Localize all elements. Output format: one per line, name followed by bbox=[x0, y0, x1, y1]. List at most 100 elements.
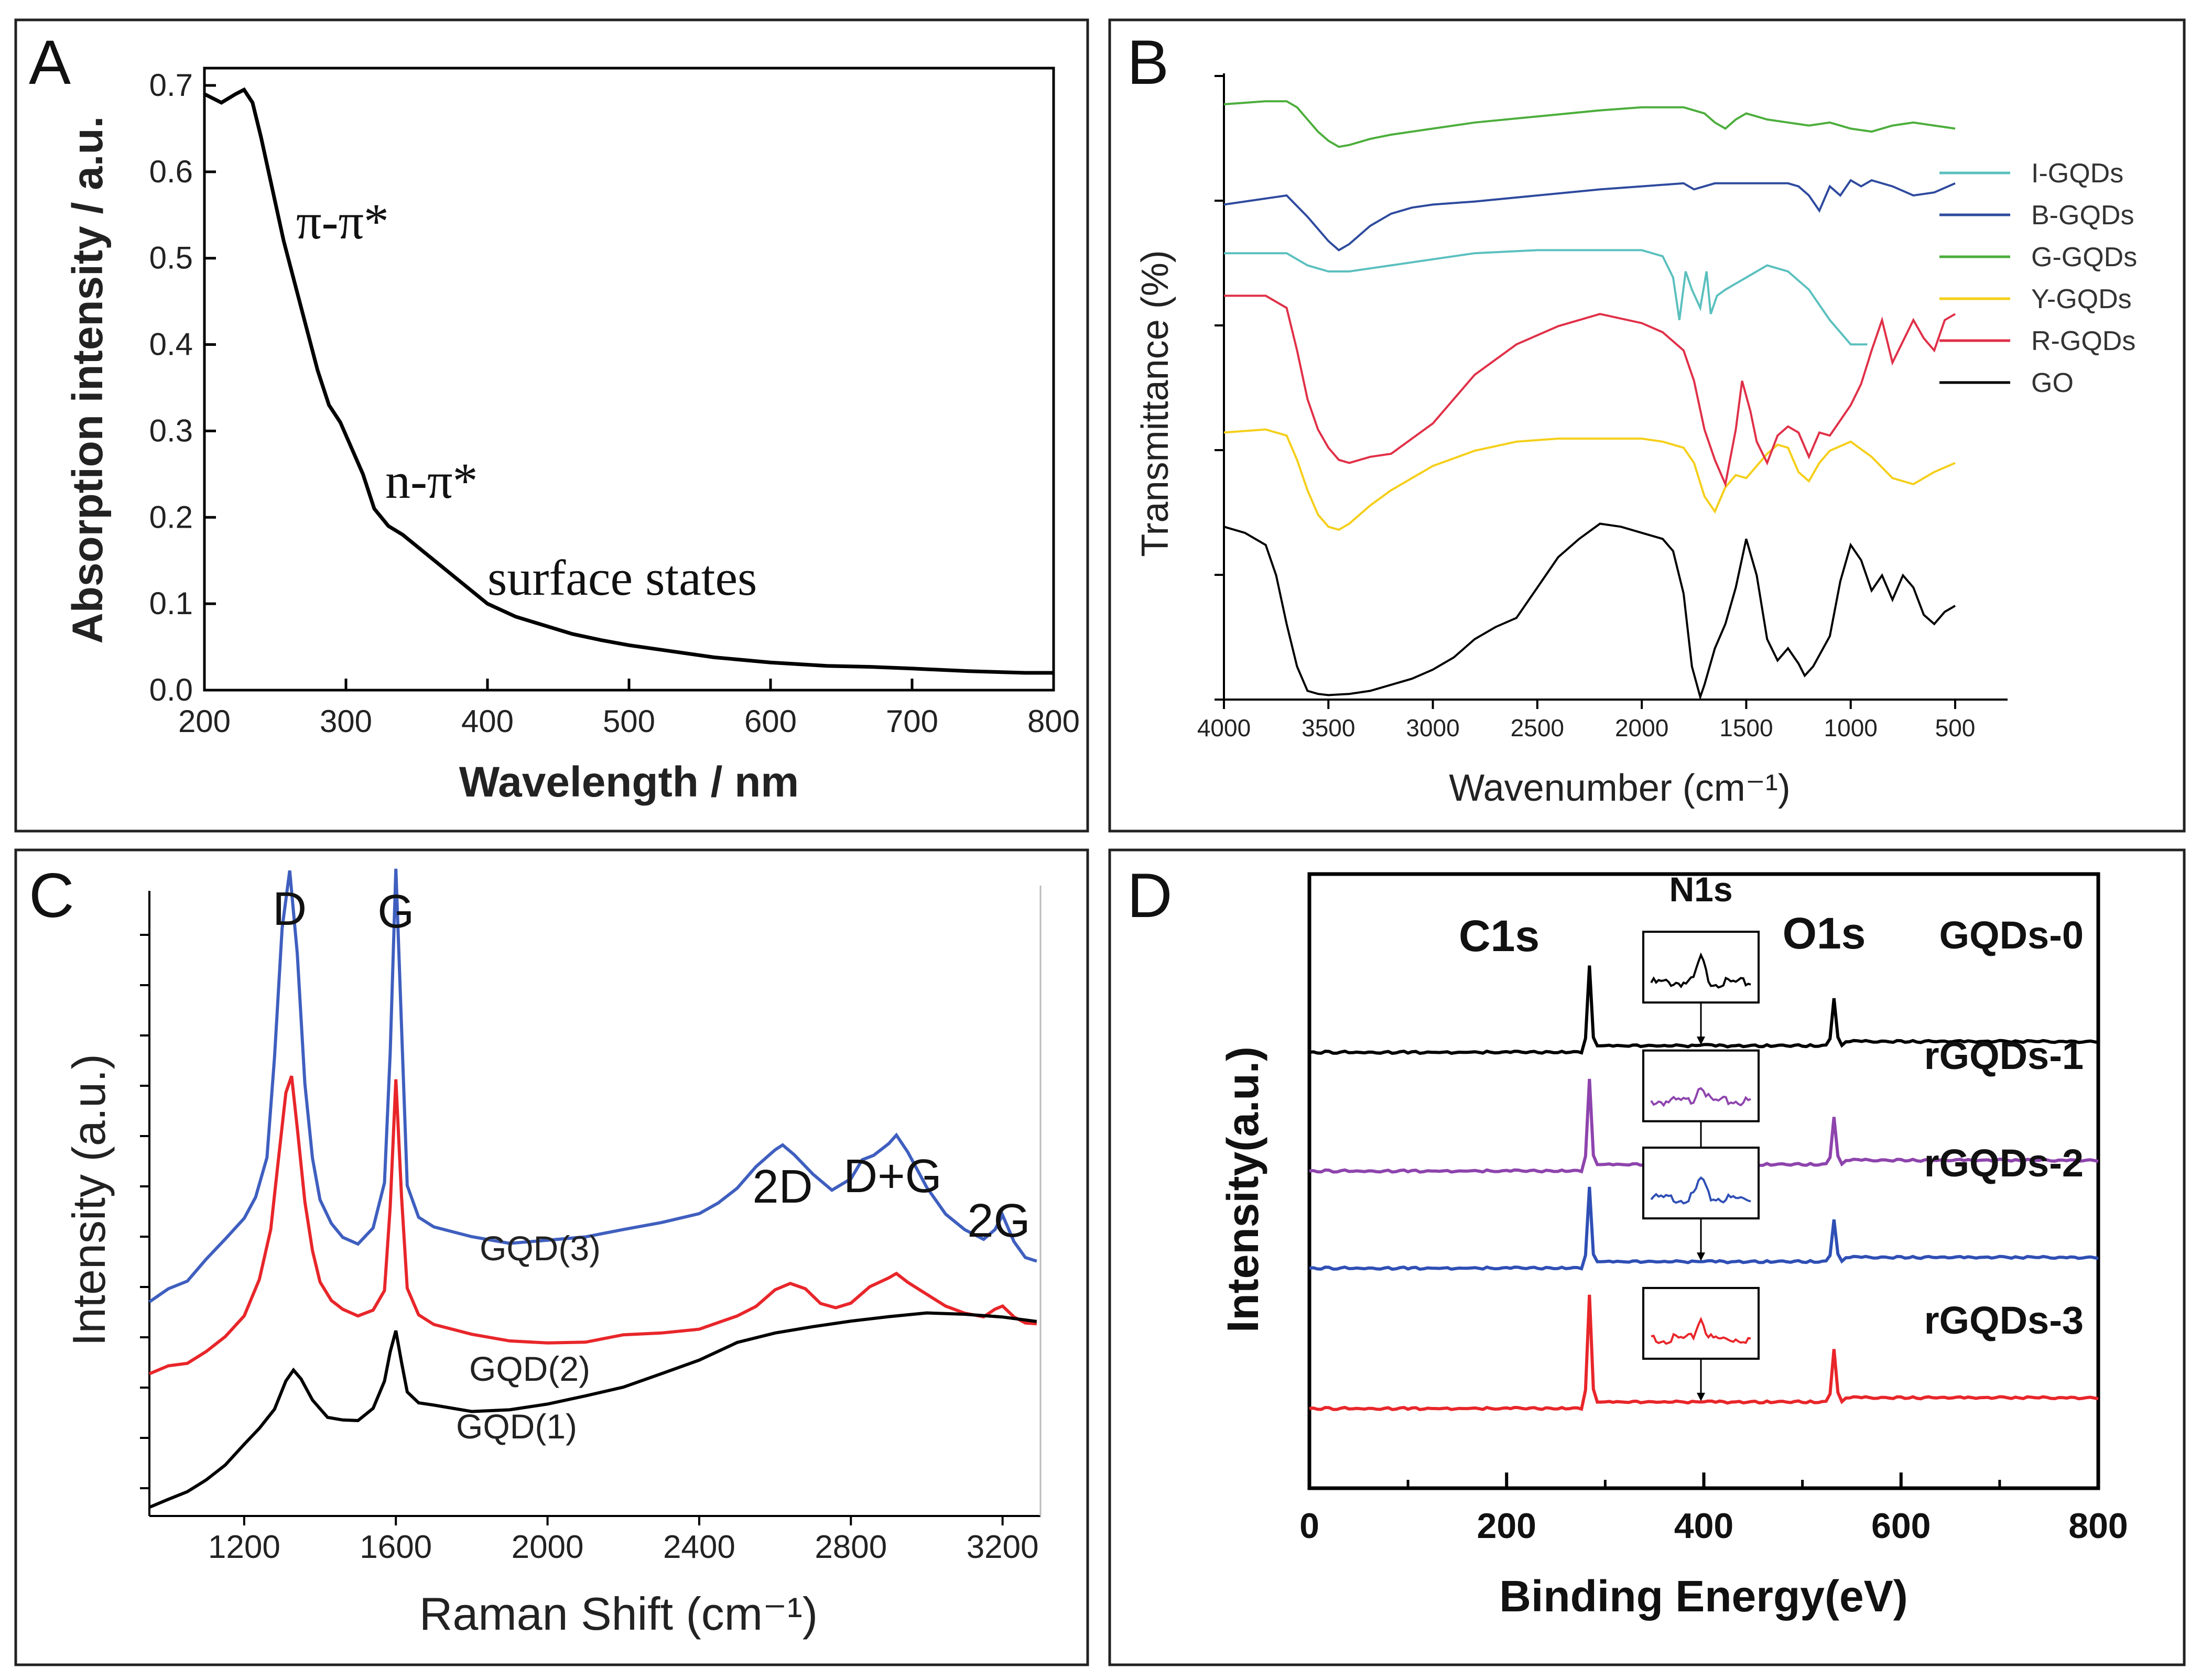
panel-C-peak-labels: D G 2D D+G 2G bbox=[273, 883, 1030, 1247]
panel-D-x-tick-label: 0 bbox=[1299, 1506, 1319, 1546]
panel-B-legend-label-b-gqds: B-GQDs bbox=[2031, 200, 2134, 231]
panel-B-x-tick-label: 2000 bbox=[1615, 714, 1668, 741]
panel-D-inset-trace-gqds-0 bbox=[1650, 952, 1751, 989]
panel-D-inset-box-rgqds-3 bbox=[1642, 1286, 1760, 1360]
panel-D-chart: 0 200 400 600 800 C1s N1s O1s GQDs-0 rGQDs-1… bbox=[1218, 870, 2128, 1621]
panel-B-series-i-gqds bbox=[1224, 249, 1868, 346]
panel-A-ticks: 200 300 400 500 600 700 800 0.0 0.1 0.2 0.3 0.4 0.5 0… bbox=[149, 68, 1080, 739]
panel-D-series-label-rgqds2: rGQDs-2 bbox=[1924, 1141, 2084, 1185]
panel-D-x-axis-label: Binding Energy(eV) bbox=[1499, 1572, 1907, 1621]
panel-C-x-tick-label: 2400 bbox=[663, 1529, 735, 1565]
panel-A-annotation-pi-pi: π-π* bbox=[296, 193, 389, 249]
panel-A-x-tick-label: 300 bbox=[320, 704, 372, 739]
panel-A-y-tick-label: 0.1 bbox=[149, 586, 193, 621]
panel-A-x-tick-label: 500 bbox=[603, 704, 655, 739]
panel-B-series-go bbox=[1223, 522, 1956, 701]
panel-D-x-tick-label: 600 bbox=[1871, 1506, 1931, 1546]
panel-A-y-tick-label: 0.3 bbox=[149, 413, 193, 448]
panel-A-series-line bbox=[203, 87, 1054, 675]
panel-D-x-tick-label: 400 bbox=[1674, 1506, 1733, 1546]
panel-D-peak-label-c1s: C1s bbox=[1459, 911, 1539, 961]
panel-B-series-b-gqds bbox=[1223, 179, 1956, 252]
panel-D-inset-trace-rgqds-2 bbox=[1650, 1176, 1751, 1205]
panel-C-series-lines bbox=[148, 868, 1037, 1509]
panel-A-frame bbox=[14, 18, 1089, 833]
panel-A-annotation-surface: surface states bbox=[487, 550, 757, 606]
panel-label-C: C bbox=[29, 860, 74, 931]
panel-B-x-tick-label: 3500 bbox=[1302, 714, 1355, 741]
panel-D-series-label-rgqds1: rGQDs-1 bbox=[1924, 1034, 2084, 1077]
panel-B-x-tick-label: 1500 bbox=[1719, 714, 1773, 741]
panel-C-peak-label-2g: 2G bbox=[967, 1195, 1030, 1247]
panel-C-ticks: 1200 1600 2000 2400 2800 3200 bbox=[140, 934, 1039, 1565]
panel-label-D: D bbox=[1127, 860, 1173, 931]
panel-B-series-r-gqds bbox=[1224, 294, 1956, 488]
panel-C-y-axis-label: Intensity (a.u.) bbox=[63, 1054, 115, 1346]
panel-C-x-axis-label: Raman Shift (cm⁻¹) bbox=[419, 1588, 818, 1640]
panel-B-legend-label-y-gqds: Y-GQDs bbox=[2031, 284, 2132, 314]
panel-D-inset-arrowhead-gqds-0 bbox=[1697, 1037, 1705, 1045]
panel-B-x-tick-label: 1000 bbox=[1824, 714, 1878, 741]
panel-D-peak-label-n1s: N1s bbox=[1669, 870, 1732, 909]
panel-C-x-tick-label: 3200 bbox=[967, 1529, 1039, 1565]
panel-C-peak-label-d-g: D+G bbox=[843, 1150, 942, 1203]
panel-A-chart: 200 300 400 500 600 700 800 0.0 0.1 0.2 0.3 0.4 0.5 0… bbox=[64, 67, 1080, 806]
panel-label-A: A bbox=[29, 27, 71, 97]
panel-D-series-label-gqds0: GQDs-0 bbox=[1939, 913, 2084, 957]
panel-C-series-label-gqd3: GQD(3) bbox=[480, 1229, 601, 1268]
panel-A-y-tick-label: 0.0 bbox=[149, 672, 193, 707]
panel-C-x-tick-label: 2800 bbox=[815, 1529, 887, 1565]
panel-B-legend-label-r-gqds: R-GQDs bbox=[2031, 326, 2135, 356]
panel-A-x-axis-label: Wavelength / nm bbox=[459, 758, 799, 806]
panel-A-x-tick-label: 800 bbox=[1027, 704, 1080, 739]
panel-D-inset-arrowhead-rgqds-2 bbox=[1697, 1252, 1705, 1261]
panel-C-x-tick-label: 1200 bbox=[208, 1529, 280, 1565]
panel-B-series-y-gqds bbox=[1223, 428, 1956, 531]
panel-B-y-axis-label: Transmittance (%) bbox=[1134, 250, 1176, 557]
panel-C-peak-label-g: G bbox=[377, 886, 414, 938]
panel-C-x-tick-label: 1600 bbox=[360, 1529, 432, 1565]
panel-D-x-tick-label: 800 bbox=[2068, 1506, 2128, 1546]
panel-C-series-gqd-3 bbox=[148, 868, 1037, 1303]
panel-B-series-lines bbox=[1223, 100, 1956, 701]
panel-D-y-axis-label: Intensity(a.u.) bbox=[1218, 1046, 1267, 1333]
panel-D-inset-box-rgqds-2 bbox=[1642, 1147, 1760, 1220]
panel-B-x-tick-label: 4000 bbox=[1197, 714, 1251, 741]
panel-D-n1s-insets bbox=[1642, 931, 1760, 1401]
panel-B-x-tick-label: 3000 bbox=[1406, 714, 1459, 741]
panel-B-legend-label-g-gqds: G-GQDs bbox=[2031, 242, 2137, 272]
panel-A-y-tick-label: 0.7 bbox=[149, 68, 193, 103]
panel-C-peak-label-d: D bbox=[273, 883, 307, 935]
panel-A-x-tick-label: 700 bbox=[886, 704, 938, 739]
panel-D-series-rgqds-2 bbox=[1309, 1186, 2099, 1271]
panel-A-y-tick-label: 0.5 bbox=[149, 241, 193, 276]
panel-B-x-tick-label: 2500 bbox=[1511, 714, 1564, 741]
panel-D-inset-arrowhead-rgqds-3 bbox=[1697, 1392, 1705, 1401]
panel-C-peak-label-2d: 2D bbox=[753, 1161, 813, 1213]
panel-B-chart: 4000 3500 3000 2500 2000 1500 1000 500 I-GQDs B-… bbox=[1134, 73, 2137, 809]
panel-C-series-gqd-2 bbox=[148, 1075, 1037, 1376]
panel-A-y-tick-label: 0.2 bbox=[149, 499, 193, 534]
panel-C-x-tick-label: 2000 bbox=[512, 1529, 584, 1565]
panel-B-ticks: 4000 3500 3000 2500 2000 1500 1000 500 bbox=[1197, 75, 1975, 741]
panel-label-B: B bbox=[1127, 27, 1169, 97]
panel-D-inset-box-rgqds-1 bbox=[1642, 1049, 1760, 1122]
panel-C-series-label-gqd1: GQD(1) bbox=[456, 1407, 577, 1446]
panel-B-frame bbox=[1108, 18, 2186, 833]
panel-D-inset-trace-rgqds-3 bbox=[1651, 1316, 1751, 1345]
panel-A-y-axis-label: Absorption intensity / a.u. bbox=[64, 116, 112, 644]
panel-D-inset-trace-rgqds-1 bbox=[1650, 1087, 1751, 1107]
panel-C-series-label-gqd2: GQD(2) bbox=[469, 1349, 590, 1388]
panel-D-series-rgqds-3 bbox=[1309, 1294, 2099, 1411]
panel-B-legend: I-GQDs B-GQDs G-GQDs Y-GQDs R-GQDs GO bbox=[1939, 158, 2137, 398]
panel-C-frame bbox=[14, 848, 1089, 1666]
panel-A-annotation-n-pi: n-π* bbox=[385, 453, 478, 509]
panel-D-series-gqds-0 bbox=[1309, 965, 2099, 1055]
panel-B-x-axis-label: Wavenumber (cm⁻¹) bbox=[1449, 767, 1790, 809]
panel-A-y-tick-label: 0.6 bbox=[149, 154, 193, 189]
panel-D-inset-box-gqds-0 bbox=[1642, 931, 1760, 1004]
panel-B-legend-label-i-gqds: I-GQDs bbox=[2031, 158, 2123, 189]
panel-A-x-tick-label: 200 bbox=[178, 704, 231, 739]
panel-B-legend-label-go: GO bbox=[2031, 368, 2074, 398]
panel-D-series-label-rgqds3: rGQDs-3 bbox=[1924, 1299, 2084, 1342]
